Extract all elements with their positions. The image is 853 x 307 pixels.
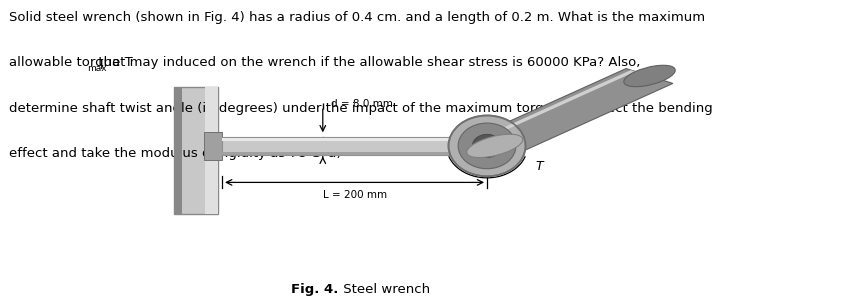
Text: Solid steel wrench (shown in Fig. 4) has a radius of 0.4 cm. and a length of 0.2: Solid steel wrench (shown in Fig. 4) has…: [9, 10, 705, 24]
Ellipse shape: [457, 123, 515, 169]
Text: Fig. 4.: Fig. 4.: [291, 283, 338, 297]
Text: L = 200 mm: L = 200 mm: [322, 190, 386, 200]
Polygon shape: [471, 68, 672, 153]
Ellipse shape: [448, 115, 525, 176]
Bar: [222, 137, 486, 155]
Text: T: T: [535, 160, 543, 173]
Text: max: max: [87, 64, 107, 73]
Text: Steel wrench: Steel wrench: [338, 283, 429, 297]
Bar: [205, 87, 218, 214]
Text: d = 8.0 mm: d = 8.0 mm: [330, 99, 392, 109]
Text: effect and take the modulus of rigidity as 78 GPa): effect and take the modulus of rigidity …: [9, 147, 341, 161]
Bar: [174, 87, 182, 214]
Bar: [222, 152, 486, 155]
Text: allowable torque T: allowable torque T: [9, 56, 133, 69]
Ellipse shape: [472, 134, 501, 157]
Text: determine shaft twist angle (in degrees) under the impact of the maximum torque?: determine shaft twist angle (in degrees)…: [9, 102, 712, 115]
Ellipse shape: [623, 65, 675, 87]
Ellipse shape: [467, 134, 522, 157]
Text: that may induced on the wrench if the allowable shear stress is 60000 KPa? Also,: that may induced on the wrench if the al…: [94, 56, 640, 69]
Bar: [204, 132, 222, 160]
Polygon shape: [475, 70, 635, 142]
Bar: [222, 138, 486, 141]
Bar: [174, 87, 218, 214]
